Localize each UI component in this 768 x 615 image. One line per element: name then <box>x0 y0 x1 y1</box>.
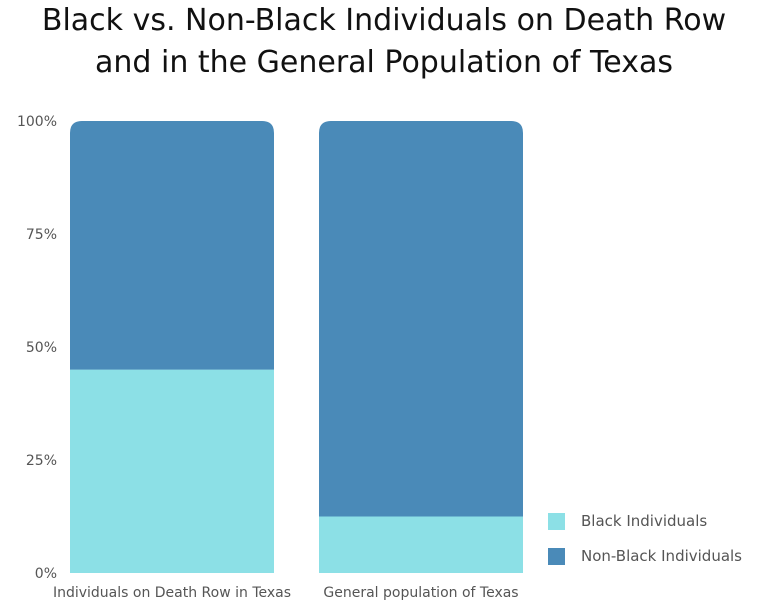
legend-label-black-individuals: Black Individuals <box>581 512 708 530</box>
bar-segment-black-individuals <box>70 369 274 573</box>
legend-item-non-black-individuals: Non-Black Individuals <box>548 545 742 567</box>
chart-title: Black vs. Non-Black Individuals on Death… <box>0 0 768 84</box>
y-tick-label: 25% <box>26 453 57 469</box>
legend-swatch-black-individuals <box>548 512 565 530</box>
y-axis: 0% 25% 50% 75% 100% <box>17 114 57 582</box>
bar-group-general-population-of-texas <box>319 121 523 573</box>
bar-segment-black-individuals <box>319 516 523 573</box>
bar-segment-non-black-individuals <box>319 121 523 517</box>
x-category-label: Individuals on Death Row in Texas <box>53 585 291 601</box>
bar-group-individuals-on-death-row-in-texas <box>70 121 274 573</box>
bar-segment-non-black-individuals <box>70 121 274 370</box>
x-axis: Individuals on Death Row in Texas General… <box>53 585 519 601</box>
bars <box>70 121 523 573</box>
legend-swatch-non-black-individuals <box>548 547 565 565</box>
chart-title-line-1: Black vs. Non-Black Individuals on Death… <box>41 3 727 38</box>
y-tick-label: 0% <box>35 566 57 582</box>
chart-title-line-2: and in the General Population of Texas <box>95 45 673 80</box>
legend-item-black-individuals: Black Individuals <box>548 510 742 532</box>
y-tick-label: 75% <box>26 227 57 243</box>
x-category-label: General population of Texas <box>323 585 518 601</box>
legend: Black Individuals Non-Black Individuals <box>548 510 742 580</box>
y-tick-label: 50% <box>26 340 57 356</box>
legend-label-non-black-individuals: Non-Black Individuals <box>581 547 743 565</box>
y-tick-label: 100% <box>17 114 57 130</box>
